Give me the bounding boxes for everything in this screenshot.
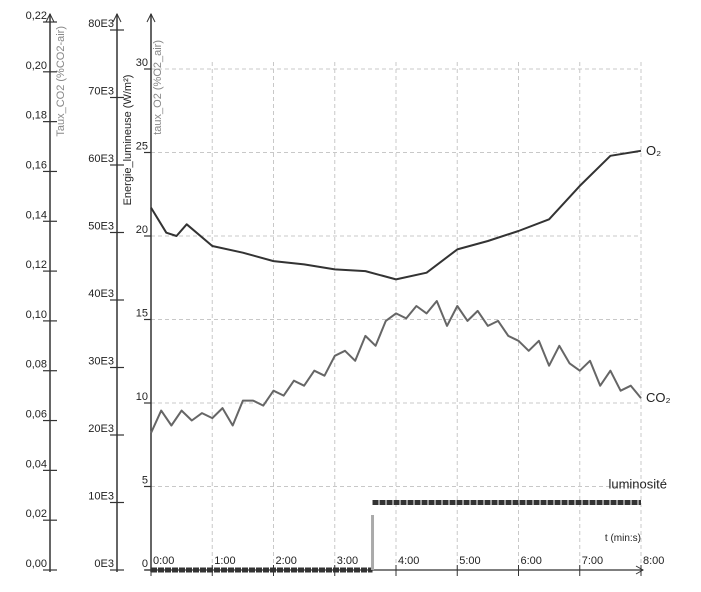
o2-tick-label: 0 xyxy=(142,558,148,570)
x-tick-label: 1:00 xyxy=(214,555,235,567)
light-tick-label: 30E3 xyxy=(88,356,114,368)
co2-tick-label: 0,04 xyxy=(26,458,47,470)
luminosite-series-label: luminosité xyxy=(608,477,667,492)
light-tick-label: 60E3 xyxy=(88,153,114,165)
co2-tick-label: 0,08 xyxy=(26,359,47,371)
o2-tick-label: 10 xyxy=(136,391,148,403)
x-axis-arrow xyxy=(635,565,645,575)
x-tick-label: 3:00 xyxy=(337,555,358,567)
o2-series-line xyxy=(150,149,642,281)
x-tick-label: 4:00 xyxy=(398,555,419,567)
o2-tick-label: 25 xyxy=(136,141,148,153)
light-tick-label: 70E3 xyxy=(88,86,114,98)
light-tick-label: 80E3 xyxy=(88,18,114,30)
co2-tick-label: 0,22 xyxy=(26,10,47,22)
co2-tick-label: 0,14 xyxy=(26,209,47,221)
light-axis-arrow xyxy=(112,12,122,23)
co2-tick-label: 0,18 xyxy=(26,110,47,122)
co2-series-line xyxy=(150,300,642,434)
co2-tick-label: 0,20 xyxy=(26,60,47,72)
o2-tick-label: 20 xyxy=(136,224,148,236)
o2-axis-arrow xyxy=(146,12,156,23)
x-tick-label: 0:00 xyxy=(153,555,174,567)
x-axis-label: t (min:s) xyxy=(605,533,641,544)
light-tick-label: 20E3 xyxy=(88,423,114,435)
x-tick-label: 7:00 xyxy=(582,555,603,567)
light-tick-label: 0E3 xyxy=(94,558,114,570)
light-tick-label: 40E3 xyxy=(88,288,114,300)
o2-series-label: O₂ xyxy=(646,143,661,158)
co2-tick-label: 0,16 xyxy=(26,159,47,171)
light-tick-label: 10E3 xyxy=(88,491,114,503)
o2-tick-label: 15 xyxy=(136,308,148,320)
co2-tick-label: 0,00 xyxy=(26,558,47,570)
co2-tick-label: 0,02 xyxy=(26,508,47,520)
co2-tick-label: 0,10 xyxy=(26,309,47,321)
x-tick-label: 8:00 xyxy=(643,555,664,567)
x-tick-label: 2:00 xyxy=(276,555,297,567)
o2-tick-label: 30 xyxy=(136,57,148,69)
co2-tick-label: 0,06 xyxy=(26,409,47,421)
light-tick-label: 50E3 xyxy=(88,221,114,233)
co2-axis-label: Taux_CO2 (%CO2-air) xyxy=(55,26,67,137)
light-axis-label: Energie_lumineuse (W/m²) xyxy=(122,75,134,206)
co2-series-label: CO₂ xyxy=(646,390,671,405)
co2-tick-label: 0,12 xyxy=(26,259,47,271)
o2-tick-label: 5 xyxy=(142,475,148,487)
co2-axis-arrow xyxy=(45,12,55,23)
o2-axis-label: taux_O2 (%O2_air) xyxy=(152,40,164,135)
x-tick-label: 5:00 xyxy=(459,555,480,567)
x-tick-label: 6:00 xyxy=(521,555,542,567)
